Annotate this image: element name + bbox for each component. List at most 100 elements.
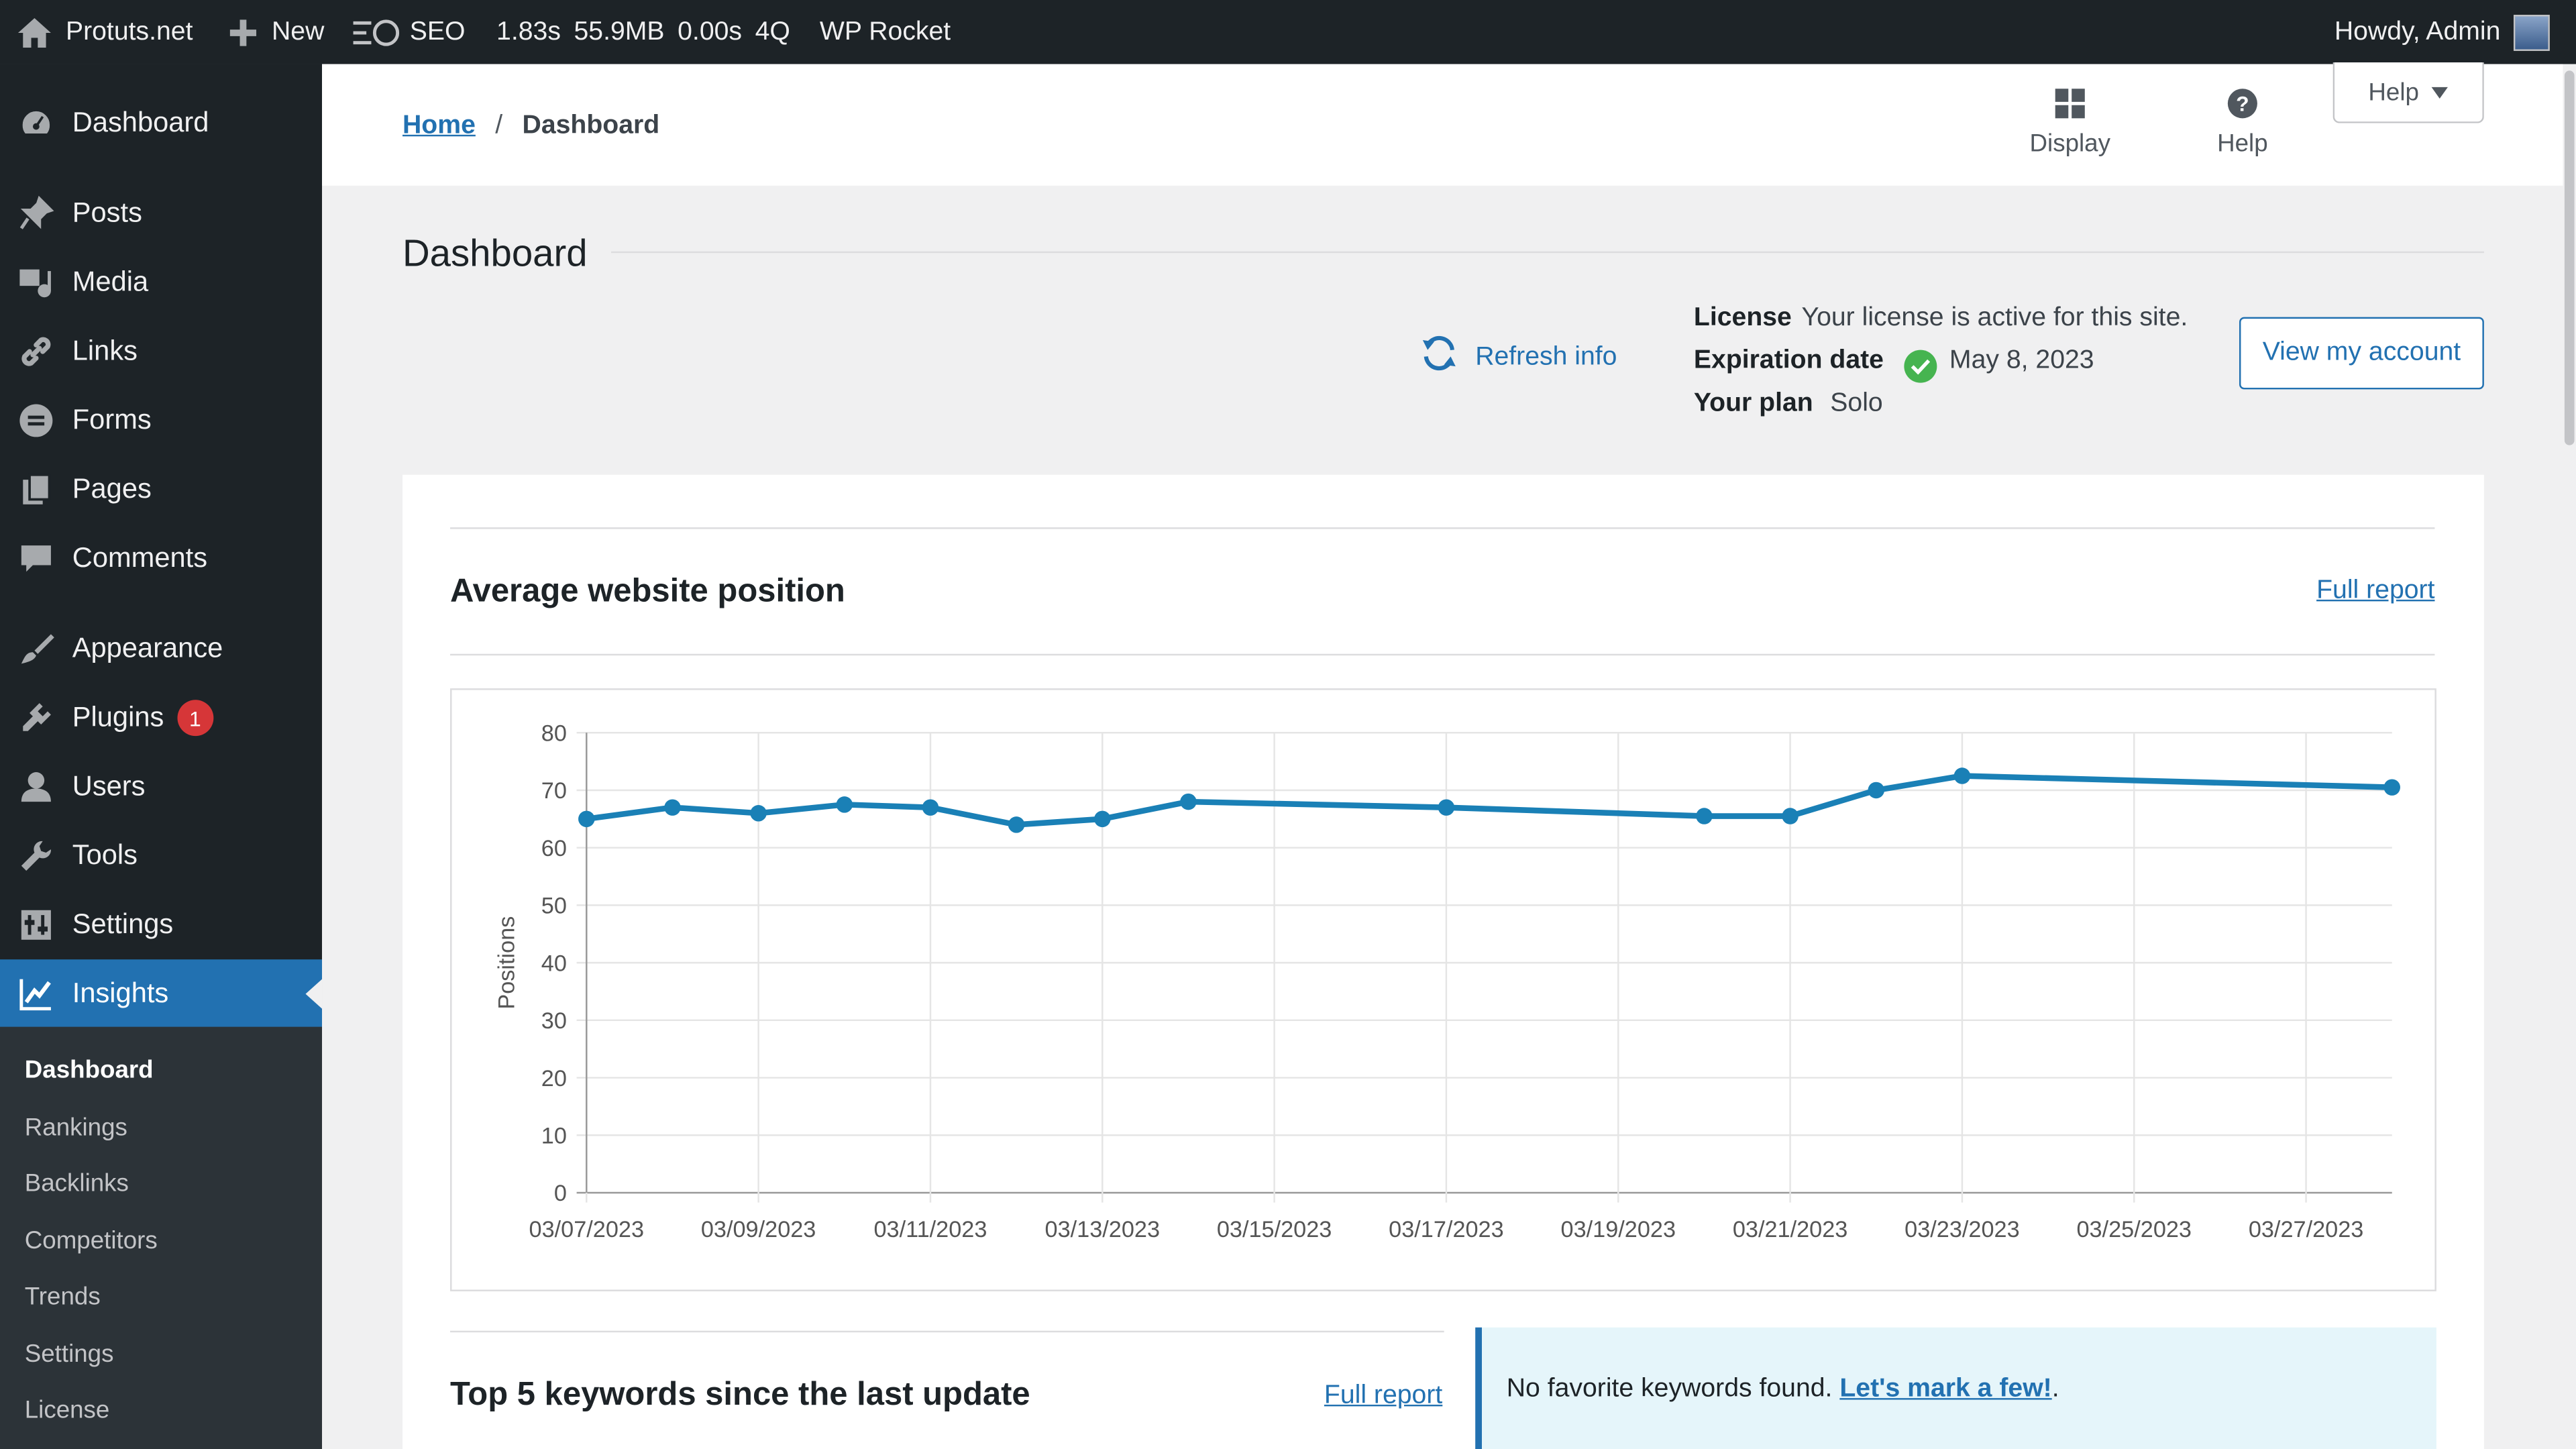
query-monitor[interactable]: 1.83s 55.9MB 0.00s 4Q — [496, 0, 790, 64]
refresh-label: Refresh info — [1475, 342, 1617, 371]
home-icon — [16, 15, 52, 48]
chart-svg: 0 10 20 30 40 50 60 70 80 03/07/2023 03/09/2023 03/… — [494, 720, 2400, 1242]
display-options-button[interactable]: Display — [2012, 84, 2127, 158]
plan-label: Your plan — [1693, 389, 1813, 418]
top-keywords-title: Top 5 keywords since the last update — [450, 1377, 1030, 1413]
submenu-item-competitors[interactable]: Competitors — [24, 1227, 158, 1256]
forms-icon — [16, 401, 56, 441]
user-icon — [16, 767, 56, 807]
y-tick-label: 10 — [541, 1124, 567, 1149]
x-tick-label: 03/23/2023 — [1904, 1217, 2020, 1242]
y-tick-label: 30 — [541, 1008, 567, 1034]
media-icon — [16, 263, 56, 303]
section-divider — [450, 653, 2435, 656]
sidebar-item-dashboard[interactable]: Dashboard — [0, 92, 322, 154]
new-content-button[interactable]: New — [229, 0, 324, 64]
y-tick-label: 50 — [541, 894, 567, 919]
average-position-full-report-link[interactable]: Full report — [2316, 576, 2435, 605]
license-row: License Your license is active for this s… — [1694, 297, 2188, 340]
x-tick-label: 03/07/2023 — [529, 1217, 644, 1242]
pages-icon — [16, 470, 56, 509]
sidebar-item-links[interactable]: Links — [0, 321, 322, 383]
howdy-label: Howdy, Admin — [2334, 17, 2501, 46]
favorite-keywords-notice: No favorite keywords found. Let's mark a… — [1475, 1327, 2436, 1449]
submenu-item-dashboard[interactable]: Dashboard — [24, 1056, 154, 1085]
sidebar-item-comments[interactable]: Comments — [0, 527, 322, 590]
notice-end: . — [2051, 1375, 2059, 1403]
submenu-item-trends[interactable]: Trends — [24, 1283, 101, 1311]
mark-keywords-link[interactable]: Let's mark a few! — [1839, 1375, 2052, 1403]
submenu-item-rankings[interactable]: Rankings — [24, 1114, 127, 1142]
dashboard-icon — [16, 103, 56, 143]
data-point — [1953, 767, 1971, 784]
page-scrollbar[interactable] — [2563, 64, 2576, 1449]
y-tick-label: 40 — [541, 951, 567, 976]
data-point — [750, 805, 767, 822]
sidebar-item-appearance[interactable]: Appearance — [0, 618, 322, 680]
sidebar-item-plugins[interactable]: Plugins 1 — [0, 687, 322, 749]
sidebar-item-pages[interactable]: Pages — [0, 458, 322, 521]
x-tick-label: 03/19/2023 — [1561, 1217, 1676, 1242]
brush-icon — [16, 629, 56, 669]
x-tick-label: 03/13/2023 — [1045, 1217, 1161, 1242]
help-tab-label: Help — [2368, 78, 2419, 106]
x-tick-label: 03/09/2023 — [701, 1217, 816, 1242]
x-tick-label: 03/25/2023 — [2077, 1217, 2192, 1242]
query-time: 0.00s — [678, 17, 742, 46]
plugin-icon — [16, 698, 56, 738]
help-tab-toggle[interactable]: Help — [2332, 62, 2484, 123]
sidebar-item-forms[interactable]: Forms — [0, 389, 322, 451]
license-info: License Your license is active for this s… — [1694, 297, 2188, 425]
sidebar-item-tools[interactable]: Tools — [0, 824, 322, 887]
sidebar-item-insights[interactable]: Insights — [0, 959, 323, 1029]
sidebar-item-label: Insights — [72, 977, 169, 1009]
sidebar-item-label: Dashboard — [72, 107, 209, 138]
sidebar-item-label: Forms — [72, 404, 152, 435]
scrollbar-thumb[interactable] — [2564, 70, 2575, 445]
sidebar-item-media[interactable]: Media — [0, 252, 322, 314]
refresh-info-button[interactable]: Refresh info — [1419, 335, 1617, 380]
link-icon — [16, 332, 56, 372]
pin-icon — [16, 194, 56, 233]
page-title: Dashboard — [402, 231, 588, 274]
site-link[interactable]: Protuts.net — [0, 0, 193, 64]
sidebar-item-users[interactable]: Users — [0, 756, 322, 818]
expiration-label: Expiration date — [1693, 346, 1884, 375]
breadcrumb-home-link[interactable]: Home — [402, 111, 476, 140]
wp-rocket-menu[interactable]: WP Rocket — [820, 0, 951, 64]
plan-value: Solo — [1830, 389, 1883, 418]
chart-line-icon — [16, 974, 56, 1014]
sidebar-item-label: Users — [72, 770, 146, 802]
seo-menu[interactable]: SEO — [354, 0, 466, 64]
y-tick-label: 0 — [554, 1181, 567, 1206]
sidebar-item-settings[interactable]: Settings — [0, 894, 322, 956]
x-tick-label: 03/21/2023 — [1733, 1217, 1848, 1242]
help-button[interactable]: ? Help — [2185, 84, 2300, 158]
data-point — [578, 810, 595, 828]
view-account-button[interactable]: View my account — [2239, 317, 2484, 390]
x-tick-label: 03/27/2023 — [2249, 1217, 2364, 1242]
y-tick-label: 60 — [541, 836, 567, 861]
memory-usage: 55.9MB — [574, 17, 665, 46]
card-top-divider — [450, 527, 2435, 529]
expiration-value: May 8, 2023 — [1949, 346, 2094, 375]
sidebar-item-label: Links — [72, 335, 138, 367]
submenu-item-settings[interactable]: Settings — [24, 1340, 114, 1369]
avatar — [2513, 13, 2550, 50]
page-header: Home / Dashboard Display ? Help Help — [322, 62, 2563, 186]
sidebar-item-label: Posts — [72, 197, 142, 229]
help-label: Help — [2217, 129, 2268, 158]
submenu-item-backlinks[interactable]: Backlinks — [24, 1169, 129, 1198]
top-keywords-full-report-link[interactable]: Full report — [1324, 1381, 1443, 1410]
settings-icon — [16, 905, 56, 945]
insights-submenu: Dashboard Rankings Backlinks Competitors… — [0, 1026, 323, 1449]
account-menu[interactable]: Howdy, Admin — [2334, 0, 2550, 64]
submenu-item-license[interactable]: License — [24, 1396, 110, 1425]
title-divider — [611, 251, 2484, 254]
data-point — [1782, 808, 1799, 824]
data-point — [2383, 779, 2400, 796]
seo-icon — [354, 17, 400, 47]
sidebar-item-posts[interactable]: Posts — [0, 182, 322, 245]
y-axis-title: Positions — [494, 916, 520, 1010]
